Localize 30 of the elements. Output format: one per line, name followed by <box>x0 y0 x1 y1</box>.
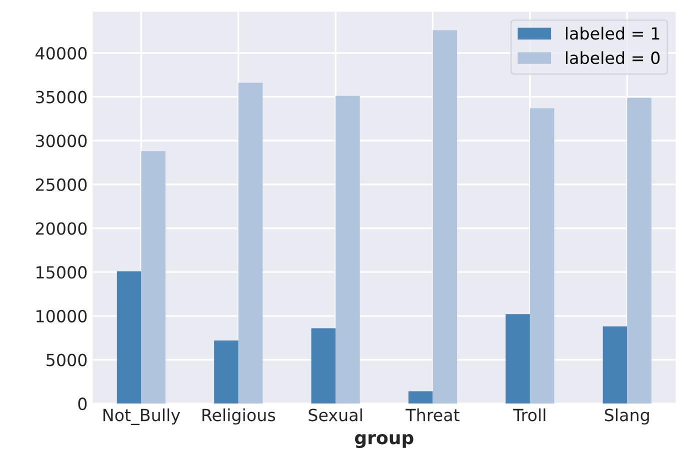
y-tick-label: 5000 <box>46 354 87 366</box>
y-tick-label: 10000 <box>36 310 87 322</box>
bar <box>530 108 554 404</box>
x-tick-label: Not_Bully <box>104 408 180 426</box>
x-tick-label: Threat <box>406 408 460 422</box>
x-tick-label: Slang <box>604 408 649 425</box>
x-tick-label: Troll <box>513 408 546 422</box>
bar <box>311 328 336 404</box>
x-tick-label: Sexual <box>308 408 362 422</box>
y-tick-label: 20000 <box>36 222 87 235</box>
y-tick-label: 15000 <box>36 266 87 279</box>
bar <box>602 326 628 404</box>
y-tick-label: 35000 <box>36 90 87 104</box>
bar <box>214 340 238 404</box>
y-tick-label: 0 <box>78 398 87 410</box>
bar <box>238 82 263 404</box>
legend-label: labeled = 1 <box>566 26 660 40</box>
x-axis-title: group <box>354 434 414 448</box>
bar <box>141 151 166 404</box>
x-tick-label: Religious <box>202 408 276 425</box>
y-tick-label: 25000 <box>36 178 87 192</box>
y-tick-label: 40000 <box>36 46 87 60</box>
bar <box>408 391 433 404</box>
bar <box>336 96 360 404</box>
bar <box>627 98 652 404</box>
bar <box>116 271 142 404</box>
y-tick-label: 30000 <box>36 134 87 148</box>
bar <box>506 314 530 404</box>
legend-label: labeled = 0 <box>566 51 660 64</box>
bar <box>432 30 458 404</box>
